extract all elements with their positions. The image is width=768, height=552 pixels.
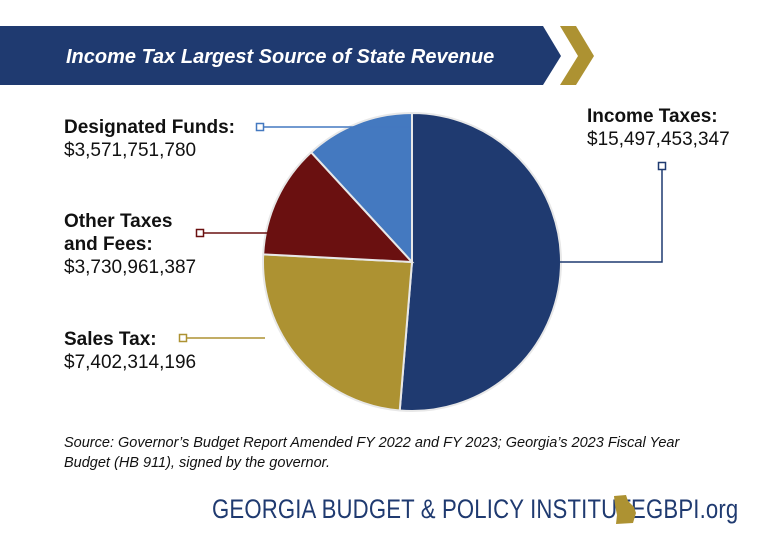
label-other: Other Taxes and Fees: $3,730,961,387 — [64, 211, 197, 278]
georgia-map-icon — [614, 495, 636, 524]
callout-sales-marker — [178, 333, 188, 343]
callout-income-marker — [657, 161, 667, 171]
callout-income-line — [560, 170, 663, 263]
title-banner — [0, 26, 561, 85]
slice-designated — [309, 111, 413, 265]
callout-designated-marker — [255, 122, 265, 132]
source-note: Source: Governor’s Budget Report Amended… — [64, 435, 680, 471]
chevron-icon — [560, 26, 594, 85]
chart-title: Income Tax Largest Source of State Reven… — [66, 46, 494, 68]
slice-sales — [262, 253, 414, 412]
label-income: Income Taxes: $15,497,453,347 — [587, 106, 730, 150]
slice-income — [398, 111, 562, 412]
label-designated: Designated Funds: $3,571,751,780 — [64, 117, 236, 161]
label-sales: Sales Tax: $7,402,314,196 — [64, 329, 197, 373]
slice-other — [262, 150, 415, 264]
footer-org: GEORGIA BUDGET & POLICY INSTITUTE — [212, 494, 646, 524]
footer-url[interactable]: GBPI.org — [646, 494, 739, 524]
callout-other-marker — [195, 228, 205, 238]
